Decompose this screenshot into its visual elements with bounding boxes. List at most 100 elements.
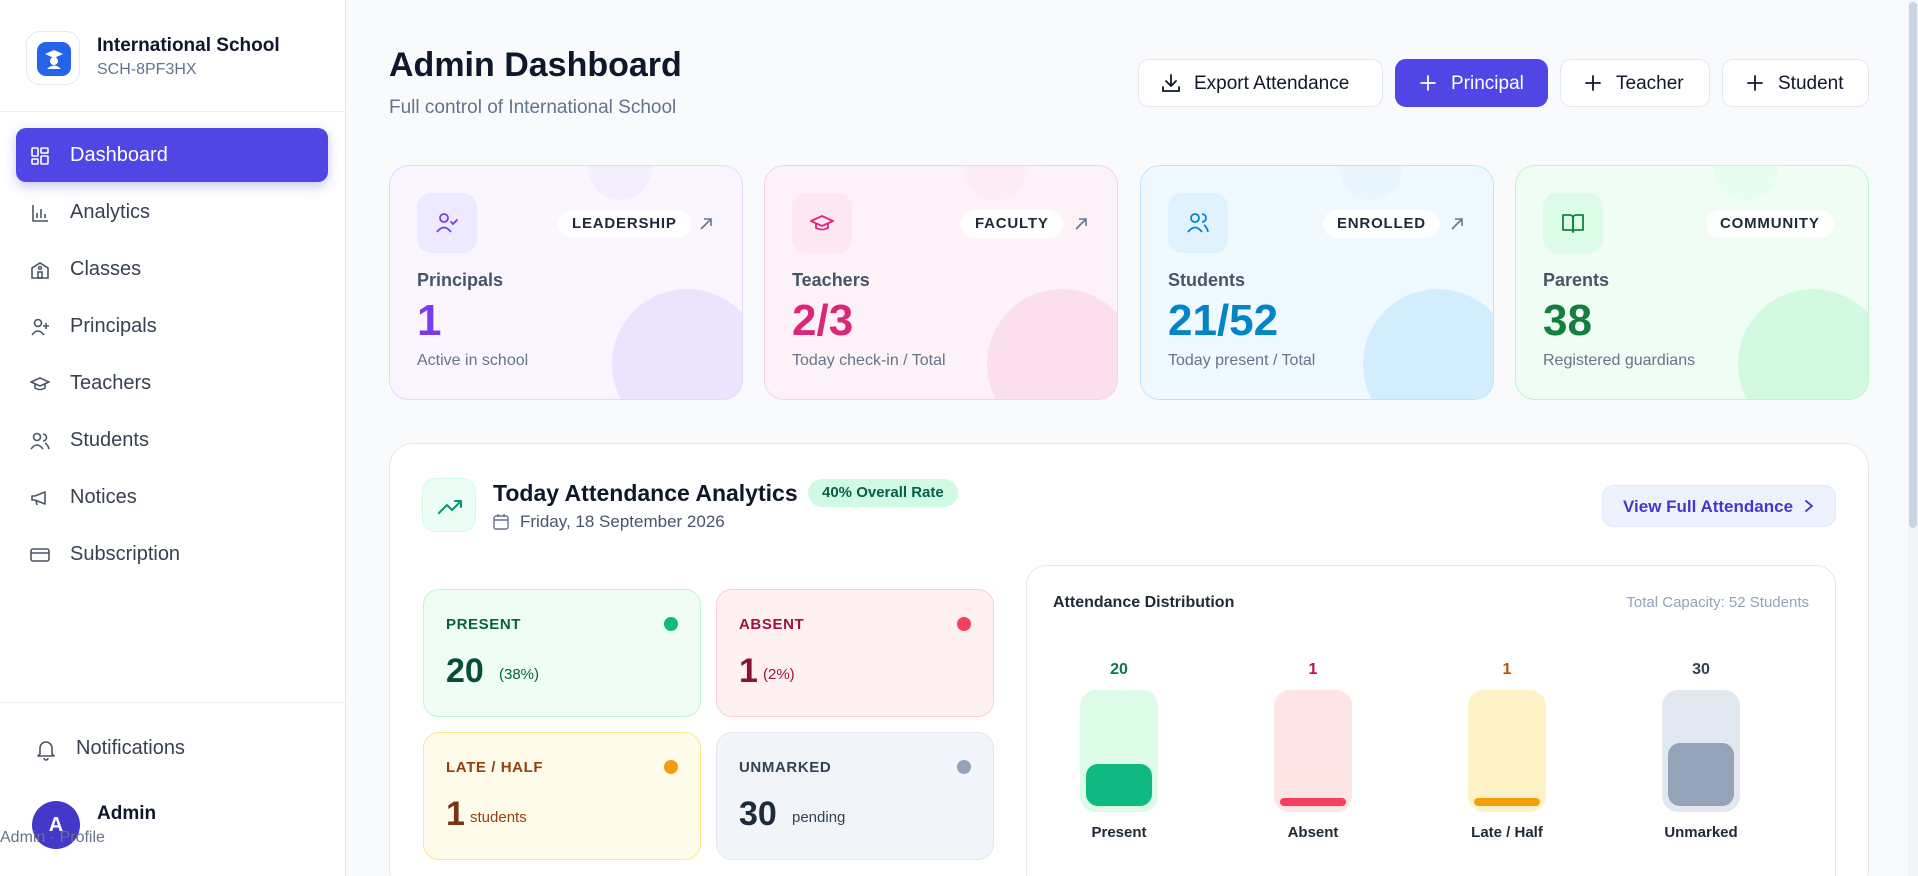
sidebar-item-teachers[interactable]: Teachers bbox=[16, 356, 328, 410]
sidebar-item-label: Subscription bbox=[70, 543, 181, 565]
bar-category-label: Late / Half bbox=[1471, 824, 1543, 841]
view-full-attendance-button[interactable]: View Full Attendance bbox=[1602, 485, 1836, 527]
absent-title: ABSENT bbox=[739, 616, 805, 633]
page-scrollbar[interactable] bbox=[1908, 0, 1918, 876]
bar-track bbox=[1274, 690, 1352, 812]
card-label: Teachers bbox=[792, 270, 870, 290]
sidebar-nav: Dashboard Analytics Classes Principals T… bbox=[16, 128, 328, 584]
bar-fill bbox=[1280, 798, 1346, 806]
analytics-date: Friday, 18 September 2026 bbox=[520, 512, 725, 531]
add-student-label: Student bbox=[1778, 73, 1844, 94]
card-tag: LEADERSHIP bbox=[558, 210, 691, 238]
bar-value-label: 30 bbox=[1692, 661, 1710, 678]
graduation-cap-icon bbox=[810, 215, 834, 231]
card-note: Today check-in / Total bbox=[792, 352, 946, 369]
bar-value-label: 20 bbox=[1110, 661, 1128, 678]
trending-up-icon bbox=[438, 500, 462, 514]
overall-rate-badge: 40% Overall Rate bbox=[808, 479, 958, 507]
card-value: 2/3 bbox=[792, 296, 854, 345]
bar-chart-icon bbox=[32, 205, 48, 222]
card-label: Students bbox=[1168, 270, 1246, 290]
chevron-right-icon bbox=[1805, 500, 1814, 512]
plus-icon bbox=[1420, 75, 1436, 91]
add-principal-button[interactable]: Principal bbox=[1395, 59, 1548, 107]
sidebar-item-notices[interactable]: Notices bbox=[16, 470, 328, 524]
bell-icon bbox=[37, 741, 55, 761]
users-icon bbox=[30, 432, 50, 450]
distribution-title: Attendance Distribution bbox=[1053, 594, 1235, 611]
credit-card-icon bbox=[30, 548, 50, 562]
sidebar-item-label: Notices bbox=[70, 486, 137, 508]
export-attendance-label: Export Attendance bbox=[1194, 73, 1350, 94]
attendance-distribution-chart: Attendance Distribution Total Capacity: … bbox=[1026, 565, 1836, 876]
sidebar-item-label: Students bbox=[70, 429, 149, 451]
late-dot bbox=[664, 760, 678, 774]
sidebar-item-label: Analytics bbox=[70, 201, 151, 223]
stat-card-parents[interactable]: COMMUNITY Parents 38 Registered guardian… bbox=[1515, 165, 1869, 400]
present-summary-card: PRESENT 20 (38%) bbox=[423, 589, 701, 717]
sidebar-item-label: Dashboard bbox=[70, 144, 168, 166]
card-tag: ENROLLED bbox=[1323, 210, 1440, 238]
school-building-icon bbox=[31, 262, 49, 279]
unmarked-summary-card: UNMARKED 30 pending bbox=[716, 732, 994, 860]
present-title: PRESENT bbox=[446, 616, 522, 633]
sidebar: International School SCH-8PF3HX Dashboar… bbox=[0, 0, 346, 876]
unmarked-title: UNMARKED bbox=[739, 759, 832, 776]
open-book-icon bbox=[1562, 214, 1584, 233]
plus-icon bbox=[1747, 75, 1763, 91]
bar-fill bbox=[1086, 764, 1152, 806]
stat-card-principals[interactable]: LEADERSHIP Principals 1 Active in school bbox=[389, 165, 743, 400]
stat-card-teachers[interactable]: FACULTY Teachers 2/3 Today check-in / To… bbox=[764, 165, 1118, 400]
arrow-up-right-icon bbox=[1451, 218, 1463, 230]
sidebar-item-classes[interactable]: Classes bbox=[16, 242, 328, 296]
plus-icon bbox=[1585, 75, 1601, 91]
add-principal-label: Principal bbox=[1451, 73, 1524, 94]
add-student-button[interactable]: Student bbox=[1722, 59, 1869, 107]
bar-value-label: 1 bbox=[1308, 661, 1318, 678]
download-icon bbox=[1162, 74, 1180, 92]
user-profile-link[interactable]: Admin · Profile bbox=[0, 829, 105, 846]
notifications-link[interactable]: Notifications bbox=[36, 737, 185, 766]
stat-card-students[interactable]: ENROLLED Students 21/52 Today present / … bbox=[1140, 165, 1494, 400]
school-code: SCH-8PF3HX bbox=[97, 61, 197, 78]
bar-track bbox=[1468, 690, 1546, 812]
analytics-title: Today Attendance Analytics bbox=[493, 480, 798, 506]
sidebar-item-dashboard[interactable]: Dashboard bbox=[16, 128, 328, 182]
page-subtitle: Full control of International School bbox=[389, 97, 677, 118]
sidebar-item-analytics[interactable]: Analytics bbox=[16, 185, 328, 239]
bar-category-label: Present bbox=[1091, 824, 1147, 841]
notifications-label: Notifications bbox=[76, 737, 185, 759]
sidebar-item-students[interactable]: Students bbox=[16, 413, 328, 467]
late-title: LATE / HALF bbox=[446, 759, 544, 776]
sidebar-item-label: Teachers bbox=[70, 372, 152, 394]
user-check-icon bbox=[436, 213, 458, 233]
add-teacher-button[interactable]: Teacher bbox=[1560, 59, 1710, 107]
present-dot bbox=[664, 617, 678, 631]
distribution-capacity: Total Capacity: 52 Students bbox=[1626, 594, 1809, 611]
user-name[interactable]: Admin bbox=[97, 803, 157, 824]
present-percent: (38%) bbox=[499, 666, 540, 683]
bar-category-label: Absent bbox=[1287, 824, 1339, 841]
sidebar-item-principals[interactable]: Principals bbox=[16, 299, 328, 353]
bar-track bbox=[1080, 690, 1158, 812]
avatar[interactable]: A bbox=[32, 801, 80, 849]
user-plus-icon bbox=[31, 318, 49, 336]
school-name: International School bbox=[97, 35, 280, 56]
unmarked-count: 30 bbox=[739, 795, 777, 833]
absent-summary-card: ABSENT 1 (2%) bbox=[716, 589, 994, 717]
sidebar-item-subscription[interactable]: Subscription bbox=[16, 527, 328, 581]
panel-icon-box bbox=[422, 478, 476, 532]
bar-track bbox=[1662, 690, 1740, 812]
bar-value-label: 1 bbox=[1502, 661, 1512, 678]
graduate-icon bbox=[45, 50, 63, 69]
card-value: 1 bbox=[417, 296, 442, 345]
brand-header: International School SCH-8PF3HX bbox=[0, 0, 345, 112]
card-value: 38 bbox=[1543, 296, 1592, 345]
late-unit: students bbox=[470, 809, 527, 826]
add-teacher-label: Teacher bbox=[1616, 73, 1684, 94]
scrollbar-thumb[interactable] bbox=[1909, 2, 1917, 528]
sidebar-item-label: Principals bbox=[70, 315, 157, 337]
card-note: Today present / Total bbox=[1168, 352, 1316, 369]
export-attendance-button[interactable]: Export Attendance bbox=[1138, 59, 1383, 107]
bar-category-label: Unmarked bbox=[1664, 824, 1738, 841]
